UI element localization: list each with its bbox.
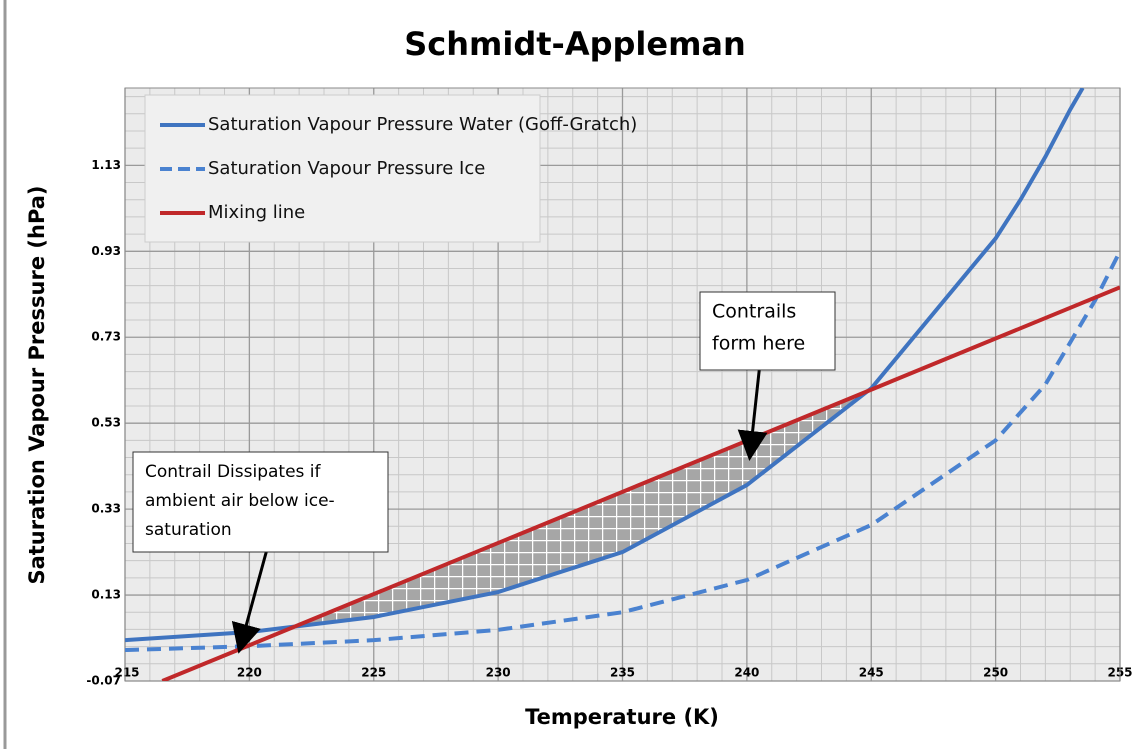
y-tick-label: 0.53 <box>91 416 121 430</box>
annotation-box <box>699 291 836 371</box>
annotation-text: saturation <box>145 520 232 540</box>
x-tick-label: 225 <box>361 666 386 680</box>
series-line <box>125 88 1085 643</box>
y-tick-label: 0.93 <box>91 244 121 258</box>
chart-title: Schmidt-Appleman <box>404 25 746 63</box>
legend-label: Saturation Vapour Pressure Water (Goff-G… <box>208 114 637 135</box>
x-axis-label: Temperature (K) <box>525 705 719 729</box>
y-axis-label: Saturation Vapour Pressure (hPa) <box>25 185 49 584</box>
legend-label: Saturation Vapour Pressure Ice <box>208 158 485 179</box>
x-tick-label: 230 <box>486 666 511 680</box>
y-tick-label: -0.07 <box>86 674 121 688</box>
x-tick-label: 245 <box>859 666 884 680</box>
x-tick-label: 220 <box>237 666 262 680</box>
plot-border <box>124 87 1121 682</box>
x-tick-label: 215 <box>114 666 139 680</box>
y-tick-label: 0.73 <box>91 330 121 344</box>
annotation-text: Contrail Dissipates if <box>145 462 322 482</box>
annotation-text: ambient air below ice- <box>145 491 335 511</box>
y-tick-label: 0.13 <box>91 588 121 602</box>
annotation-arrow <box>737 362 768 461</box>
series-line <box>125 250 1120 653</box>
annotation-text: form here <box>712 333 805 355</box>
x-tick-label: 240 <box>734 666 759 680</box>
legend-box <box>144 94 541 243</box>
plot-area: 215 220 225 230 235 240 245 250 255-0.070.130.33… <box>86 87 1133 688</box>
y-tick-label: 0.33 <box>91 502 121 516</box>
x-tick-label: 250 <box>983 666 1008 680</box>
series-line <box>161 285 1120 681</box>
legend-label: Mixing line <box>208 202 305 223</box>
x-tick-label: 235 <box>610 666 635 680</box>
annotation-box <box>132 451 389 553</box>
annotation-text: Contrails <box>712 301 796 323</box>
y-tick-label: 1.13 <box>91 158 121 172</box>
